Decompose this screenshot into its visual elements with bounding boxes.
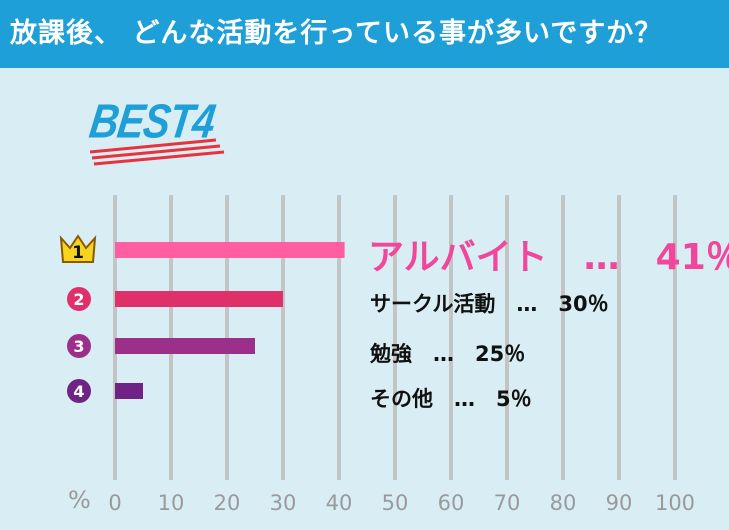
x-tick-label: 60 [438, 491, 465, 515]
x-tick-label: 100 [655, 491, 695, 515]
best-underline-decoration [89, 138, 225, 166]
x-tick-label: 40 [326, 491, 353, 515]
rank-number: 3 [73, 337, 84, 356]
bar-label-3: 勉強 … 25％ [370, 342, 526, 366]
crown-icon [59, 234, 97, 263]
rank-badge [67, 379, 91, 403]
rank-number: 2 [73, 290, 84, 309]
page-title: 放課後、 どんな活動を行っている事が多いですか？ [0, 0, 729, 68]
bar-label-4: その他 … 5％ [370, 387, 532, 411]
bar-label-2: サークル活動 … 30％ [370, 292, 609, 316]
bar-3 [115, 338, 255, 354]
bar-2 [115, 291, 283, 307]
rank-badge [67, 287, 91, 311]
x-tick-label: 70 [494, 491, 521, 515]
rank-number: 1 [72, 243, 84, 263]
bar-1 [115, 242, 345, 258]
bar-4 [115, 383, 143, 399]
x-tick-label: 20 [214, 491, 241, 515]
x-tick-label: 0 [108, 491, 121, 515]
rank-number: 4 [73, 382, 84, 401]
x-tick-label: 30 [270, 491, 297, 515]
x-tick-label: 10 [158, 491, 185, 515]
x-axis-unit: % [68, 486, 91, 514]
x-tick-label: 50 [382, 491, 409, 515]
x-tick-label: 90 [606, 491, 633, 515]
rank-badge [67, 334, 91, 358]
bar-label-1: アルバイト … 41％ [368, 237, 729, 278]
x-tick-label: 80 [550, 491, 577, 515]
